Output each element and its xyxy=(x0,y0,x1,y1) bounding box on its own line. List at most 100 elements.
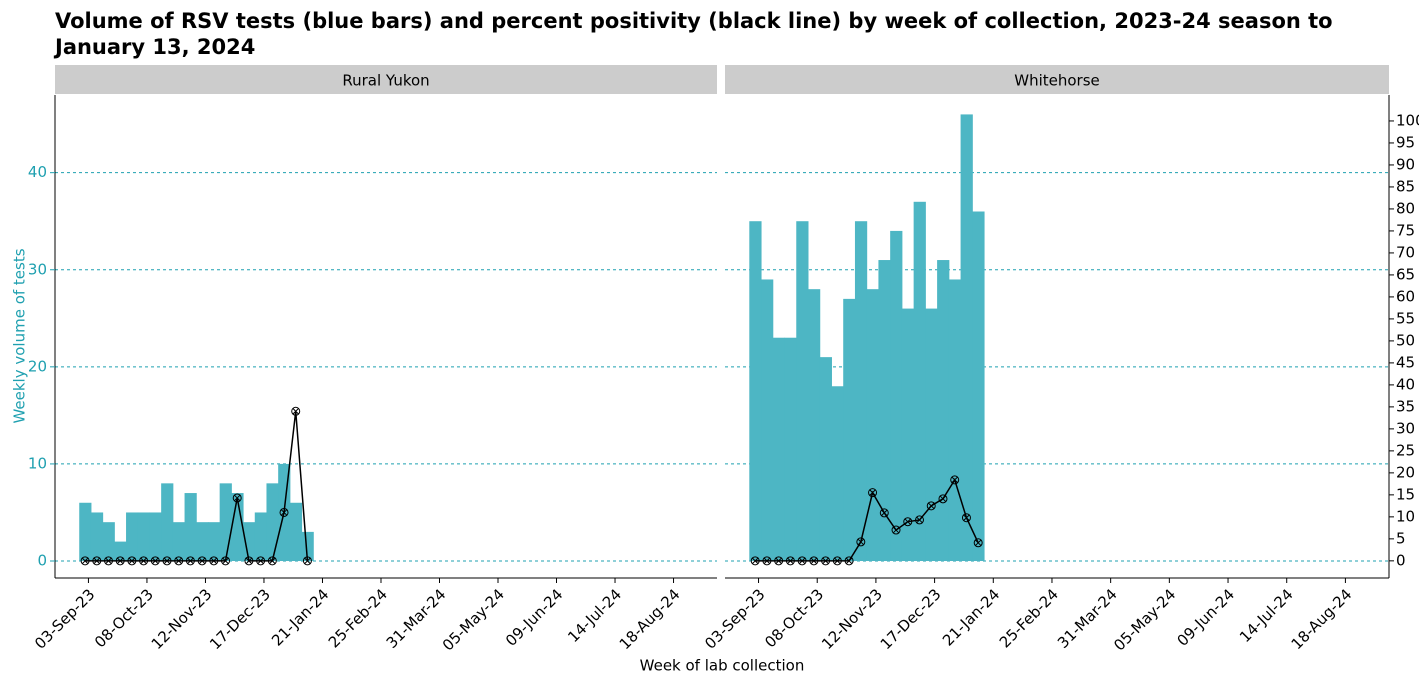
bar xyxy=(854,221,868,562)
point-cross xyxy=(292,407,300,415)
positivity-point xyxy=(302,556,312,566)
point-circle xyxy=(856,537,866,547)
point-circle xyxy=(279,507,289,517)
bar xyxy=(784,337,797,562)
point-cross xyxy=(904,518,912,526)
bar xyxy=(184,493,197,562)
point-cross xyxy=(880,509,888,517)
x-tick-label: 05-May-24 xyxy=(439,585,508,654)
point-circle xyxy=(821,556,831,566)
positivity-line xyxy=(85,411,309,562)
bar xyxy=(866,289,879,562)
point-circle xyxy=(879,508,889,518)
positivity-point xyxy=(750,556,760,566)
y2-tick-label: 70 xyxy=(1396,243,1415,261)
point-cross xyxy=(93,557,101,565)
bar xyxy=(90,512,104,562)
point-cross xyxy=(210,557,218,565)
positivity-point xyxy=(92,556,102,566)
bar xyxy=(114,541,127,562)
positivity-point xyxy=(961,513,971,523)
point-circle xyxy=(174,556,184,566)
bar xyxy=(161,483,174,562)
bar xyxy=(219,483,232,562)
point-circle xyxy=(903,517,913,527)
point-cross xyxy=(763,557,771,565)
x-tick-label: 18-Aug-24 xyxy=(616,585,684,653)
bar xyxy=(289,502,303,562)
bar xyxy=(772,337,786,562)
positivity-point xyxy=(809,556,819,566)
point-circle xyxy=(302,556,312,566)
point-cross xyxy=(140,557,147,565)
y-tick-label: 10 xyxy=(28,454,47,472)
x-tick-label: 14-Jul-24 xyxy=(564,585,625,646)
point-cross xyxy=(939,495,947,503)
point-cross xyxy=(857,538,865,546)
point-cross xyxy=(798,557,806,565)
y2-tick-label: 20 xyxy=(1396,463,1415,481)
x-tick-label: 08-Oct-23 xyxy=(91,585,157,651)
point-cross xyxy=(233,494,241,502)
point-circle xyxy=(185,556,195,566)
point-cross xyxy=(198,557,206,565)
positivity-point xyxy=(856,537,866,547)
bar xyxy=(761,279,774,562)
x-tick-label: 08-Oct-23 xyxy=(761,585,827,651)
bar xyxy=(878,260,891,562)
bar xyxy=(196,522,209,562)
x-tick-label: 09-Jun-24 xyxy=(1173,585,1238,650)
positivity-point xyxy=(80,556,90,566)
y2-tick-label: 65 xyxy=(1396,265,1415,283)
point-circle xyxy=(844,556,854,566)
y2-tick-label: 60 xyxy=(1396,287,1415,305)
bar xyxy=(172,522,186,562)
y2-tick-label: 45 xyxy=(1396,353,1415,371)
point-cross xyxy=(775,557,783,565)
y2-tick-label: 50 xyxy=(1396,331,1415,349)
point-cross xyxy=(916,516,923,524)
y2-tick-label: 30 xyxy=(1396,419,1415,437)
bar xyxy=(948,279,962,562)
y2-tick-label: 80 xyxy=(1396,199,1415,217)
positivity-point xyxy=(891,525,901,535)
positivity-point xyxy=(785,556,795,566)
x-tick-label: 25-Feb-24 xyxy=(325,585,391,651)
point-circle xyxy=(221,556,231,566)
positivity-point xyxy=(256,556,266,566)
point-cross xyxy=(951,476,959,484)
bar xyxy=(890,230,903,562)
point-cross xyxy=(845,557,853,565)
y2-tick-label: 15 xyxy=(1396,485,1415,503)
facet-strip xyxy=(55,65,717,94)
point-circle xyxy=(762,556,772,566)
bar xyxy=(796,221,809,562)
y2-tick-label: 25 xyxy=(1396,441,1415,459)
positivity-point xyxy=(903,517,913,527)
positivity-point xyxy=(115,556,125,566)
positivity-point xyxy=(762,556,772,566)
point-circle xyxy=(915,515,925,525)
x-tick-label: 21-Jan-24 xyxy=(939,585,1003,649)
x-tick-label: 25-Feb-24 xyxy=(996,585,1062,651)
point-cross xyxy=(927,502,935,510)
point-circle xyxy=(750,556,760,566)
point-circle xyxy=(127,556,137,566)
positivity-point xyxy=(879,508,889,518)
y-tick-label: 40 xyxy=(28,163,47,181)
x-tick-label: 09-Jun-24 xyxy=(502,585,567,650)
positivity-point xyxy=(832,556,842,566)
point-cross xyxy=(869,489,876,497)
x-axis-title: Week of lab collection xyxy=(640,657,805,675)
positivity-point xyxy=(774,556,784,566)
point-cross xyxy=(304,557,311,565)
x-tick-label: 14-Jul-24 xyxy=(1236,585,1297,646)
bar xyxy=(79,502,92,562)
x-tick-label: 17-Dec-23 xyxy=(877,585,945,653)
point-cross xyxy=(280,509,288,516)
point-cross xyxy=(128,557,136,565)
positivity-line xyxy=(755,478,979,562)
bar xyxy=(301,531,314,562)
